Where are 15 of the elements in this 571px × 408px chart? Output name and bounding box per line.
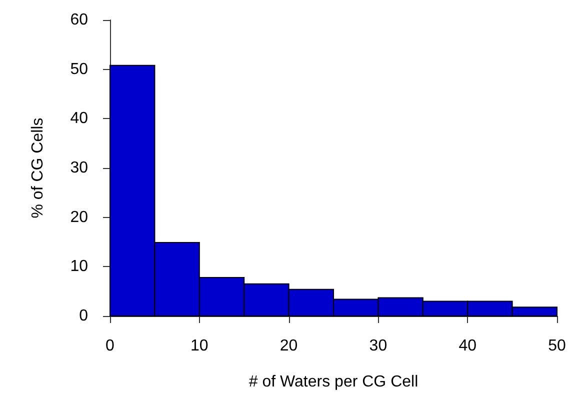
y-tick-label: 60 <box>70 12 88 28</box>
x-tick-label: 20 <box>280 338 298 354</box>
x-axis-title: # of Waters per CG Cell <box>248 374 418 390</box>
y-tick-label: 0 <box>79 308 88 324</box>
y-tick-label: 50 <box>70 60 88 78</box>
y-tick-label: 10 <box>70 258 88 276</box>
x-tick-label: 0 <box>106 338 115 354</box>
x-tick-label: 30 <box>369 338 388 354</box>
x-tick-label: 40 <box>458 338 477 354</box>
x-tick-label: 10 <box>190 338 208 354</box>
y-tick-label: 30 <box>70 160 88 176</box>
y-tick-label: 20 <box>70 208 88 226</box>
x-tick-label: 50 <box>548 338 566 354</box>
y-tick-label: 40 <box>70 110 88 128</box>
y-axis-title: % of CG Cells <box>30 118 46 218</box>
